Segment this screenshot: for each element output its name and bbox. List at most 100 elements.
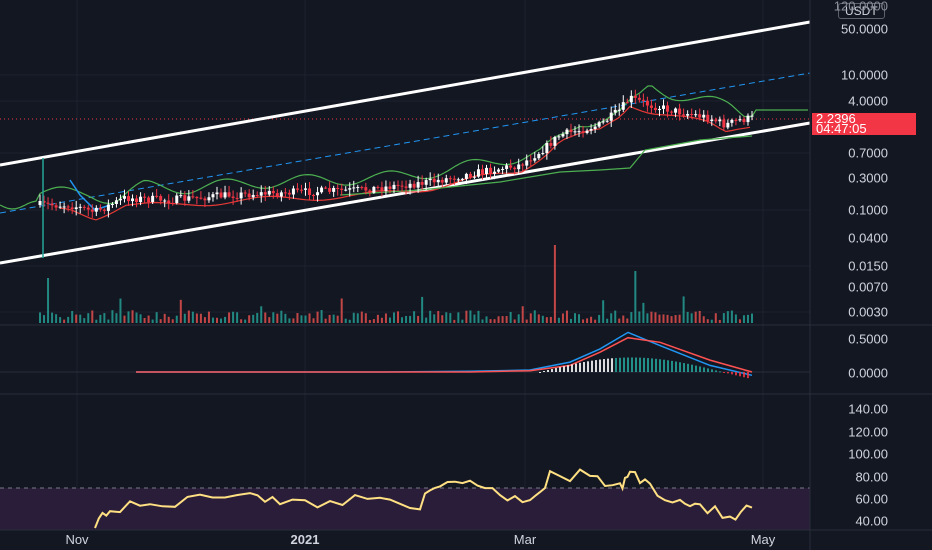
macd-histogram-bar <box>627 357 629 372</box>
volume-bar <box>187 310 190 323</box>
candle-body <box>485 167 489 175</box>
volume-bar <box>340 298 343 323</box>
candle-body <box>549 143 553 146</box>
volume-bar <box>634 271 637 323</box>
volume-bar <box>714 313 717 323</box>
candle-body <box>428 178 432 181</box>
candle-body <box>275 193 279 197</box>
candle-body <box>589 129 593 131</box>
candle-body <box>183 195 187 201</box>
rsi-tick-label: 40.00 <box>855 513 888 529</box>
volume-bar <box>421 296 424 323</box>
volume-bar <box>614 310 617 323</box>
macd-histogram-bar <box>719 371 721 373</box>
macd-histogram-bar <box>635 357 637 372</box>
candle-body <box>50 203 54 206</box>
volume-bar <box>308 313 311 323</box>
candle-body <box>235 197 239 199</box>
macd-histogram-bar <box>743 372 745 378</box>
volume-bar <box>473 314 476 323</box>
volume-bar <box>336 315 339 323</box>
candle-body <box>746 115 750 123</box>
volume-bar <box>175 315 178 323</box>
volume-bar <box>702 316 705 323</box>
volume-bar <box>738 319 741 323</box>
signal-line <box>136 336 753 373</box>
price-tick-label: 0.1000 <box>848 202 888 218</box>
macd-histogram-bar <box>555 368 557 372</box>
volume-bar <box>83 318 86 323</box>
macd-histogram-bar <box>707 368 709 372</box>
volume-bar <box>710 319 713 323</box>
candle-body <box>690 114 694 116</box>
candle-body <box>66 206 70 208</box>
candle-body <box>577 131 581 133</box>
volume-bar <box>332 314 335 323</box>
support-line <box>339 135 753 196</box>
candle-body <box>513 167 517 170</box>
candle-body <box>291 188 295 195</box>
candle-body <box>617 109 621 111</box>
candle-body <box>303 188 307 190</box>
candle-body <box>593 126 597 130</box>
macd-histogram-bar <box>599 359 601 372</box>
volume-bar <box>51 312 54 323</box>
volume-bar <box>67 316 70 323</box>
candle-body <box>308 188 312 196</box>
candle-body <box>219 192 223 198</box>
candle-body <box>207 197 211 201</box>
volume-bar <box>437 311 440 323</box>
macd-histogram-bar <box>727 372 729 374</box>
volume-bar <box>171 319 174 323</box>
candle-body <box>380 187 384 191</box>
volume-bar <box>87 313 90 323</box>
candle-body <box>585 130 589 133</box>
trend-channel[interactable] <box>0 20 811 265</box>
volume-bar <box>203 317 206 323</box>
candle-body <box>400 185 404 187</box>
volume-bar <box>553 245 556 323</box>
volume-bar <box>533 310 536 323</box>
candle-body <box>404 186 408 188</box>
candle-body <box>517 164 521 170</box>
candle-body <box>364 187 368 191</box>
volume-bar <box>449 313 452 323</box>
candle-body <box>151 195 155 203</box>
candle-body <box>649 105 653 108</box>
macd-histogram-bar <box>747 372 749 379</box>
volume-bar <box>734 314 737 323</box>
candle-body <box>328 188 332 192</box>
candle-body <box>352 187 356 189</box>
candle-body <box>714 119 718 122</box>
candle-body <box>493 171 497 174</box>
volume-bar <box>191 311 194 323</box>
currency-badge[interactable]: USDT <box>838 3 885 19</box>
volume-bar <box>606 318 609 323</box>
volume-bar <box>248 315 251 323</box>
candle-body <box>332 187 336 192</box>
candle-body <box>609 112 613 121</box>
volume-bar <box>505 316 508 323</box>
candle-body <box>553 137 557 146</box>
macd-histogram-bar <box>731 372 733 375</box>
volume-bar <box>143 318 146 323</box>
volume-bar <box>461 319 464 323</box>
volume-bar <box>594 319 597 323</box>
volume-bar <box>360 311 363 323</box>
volume-bar <box>304 315 307 323</box>
macd-histogram-bar <box>575 363 577 372</box>
candle-body <box>448 178 452 180</box>
candle-body <box>541 153 545 155</box>
price-tick-label: 4.0000 <box>848 93 888 109</box>
volume-bar <box>388 317 391 323</box>
candle-body <box>110 203 114 205</box>
price-tick-label: 0.0400 <box>848 230 888 246</box>
volume-bar <box>99 314 102 323</box>
candle-body <box>324 187 328 189</box>
volume-bar <box>642 302 645 323</box>
volume-bar <box>312 318 315 323</box>
candle-body <box>70 207 74 209</box>
macd-histogram-bar <box>607 358 609 372</box>
